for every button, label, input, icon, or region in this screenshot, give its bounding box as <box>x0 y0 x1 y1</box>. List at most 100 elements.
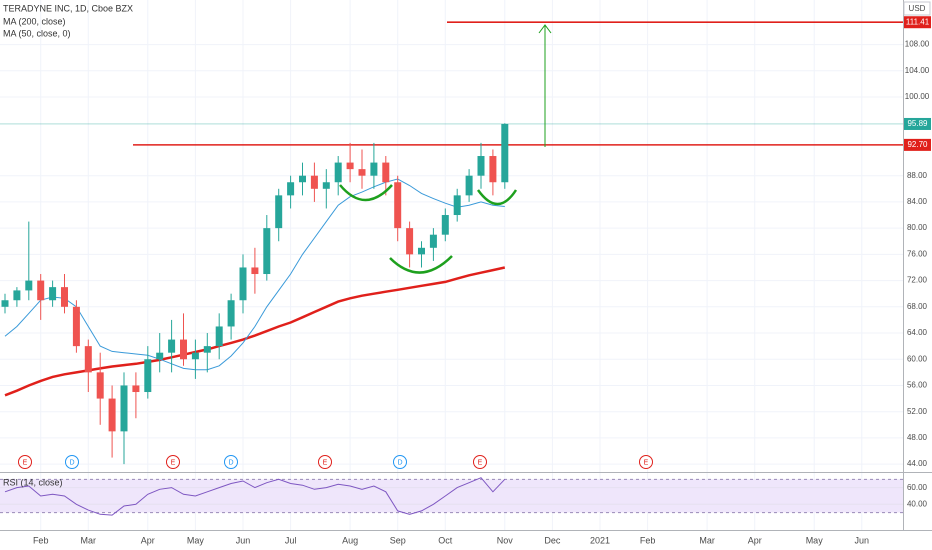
event-marker <box>65 455 79 469</box>
x-tick-label: Aug <box>342 535 358 545</box>
y-tick-label: 88.00 <box>907 171 928 180</box>
candle-body <box>406 228 414 255</box>
event-marker <box>318 455 332 469</box>
candle-body <box>358 169 366 176</box>
candle-body <box>84 346 92 373</box>
y-tick-label: 108.00 <box>905 40 930 49</box>
moving-average <box>4 178 505 371</box>
candle-body <box>287 182 295 196</box>
x-tick-label: Jun <box>236 535 251 545</box>
candle-body <box>299 175 306 183</box>
candle-body <box>394 182 402 229</box>
candle-body <box>203 346 211 353</box>
x-tick-label: Sep <box>390 535 406 545</box>
chart-title: TERADYNE INC, 1D, Cboe BZX <box>3 3 133 13</box>
overlay: Feb Mar Apr May Jun Jul Aug Sep Oct Nov Dec 2021 Feb… <box>18 16 931 545</box>
y-tick-label: 52.00 <box>907 407 928 416</box>
candle-body <box>132 385 140 393</box>
y-tick-label: 60.00 <box>907 483 928 492</box>
candle-body <box>382 162 390 183</box>
candle-body <box>25 280 33 291</box>
last-price-label: 95.89 <box>907 119 928 128</box>
cup-arc <box>389 255 453 274</box>
event-label: E <box>644 459 649 466</box>
y-tick-label: 60.00 <box>907 354 928 363</box>
candle-body <box>501 123 509 183</box>
candle-body <box>13 290 21 301</box>
currency: USD <box>909 4 926 13</box>
handle-arc <box>339 184 393 202</box>
event-label: E <box>23 459 28 466</box>
event-label: E <box>171 459 176 466</box>
candle-body <box>418 247 425 255</box>
y-tick-label: 100.00 <box>905 92 930 101</box>
x-tick-label: Feb <box>33 535 49 545</box>
rsi-line <box>4 477 506 516</box>
x-tick-label: May <box>806 535 824 545</box>
last-price-box <box>904 117 931 130</box>
event-label: D <box>397 459 402 466</box>
candle-body <box>477 156 485 176</box>
marks <box>0 21 903 516</box>
candle-body <box>465 175 473 196</box>
x-tick-label: Apr <box>748 535 762 545</box>
candle-body <box>346 162 354 170</box>
event-marker <box>18 455 32 469</box>
grid <box>0 0 903 530</box>
event-marker <box>166 455 180 469</box>
candle-body <box>263 228 271 275</box>
y-tick-label: 84.00 <box>907 197 928 206</box>
candle-body <box>215 326 223 347</box>
candle-body <box>168 339 176 353</box>
candle-body <box>156 352 164 360</box>
y-tick-label: 44.00 <box>907 459 928 468</box>
level-label: 111.41 <box>906 17 930 26</box>
y-tick-label: 76.00 <box>907 249 928 258</box>
candle-body <box>61 287 68 307</box>
candle-body <box>96 372 104 399</box>
x-tick-label: 2021 <box>590 535 610 545</box>
candle-body <box>441 215 449 235</box>
candle-body <box>453 195 461 216</box>
candle-body <box>251 267 259 275</box>
event-marker <box>639 455 653 469</box>
event-label: D <box>228 459 233 466</box>
candle-body <box>191 352 199 360</box>
candle-body <box>72 306 80 347</box>
y-tick-label: 40.00 <box>907 499 928 508</box>
y-tick-label: 48.00 <box>907 433 928 442</box>
currency-box <box>903 1 931 16</box>
y-tick-label: 80.00 <box>907 223 928 232</box>
handle-arc <box>476 189 518 206</box>
y-tick-label: 56.00 <box>907 381 928 390</box>
x-tick-label: Jun <box>855 535 870 545</box>
event-label: D <box>69 459 74 466</box>
candle-body <box>275 195 283 229</box>
x-tick-label: Jul <box>285 535 297 545</box>
x-tick-label: Mar <box>81 535 97 545</box>
candle-body <box>49 287 57 301</box>
legend-entry: MA (200, close) <box>3 16 66 26</box>
rsi-band <box>0 479 903 513</box>
level-label: 92.70 <box>907 140 928 149</box>
candle-body <box>322 182 330 189</box>
x-tick-label: Feb <box>640 535 656 545</box>
candle-body <box>108 398 116 432</box>
candle-body <box>239 267 247 301</box>
level-label-box <box>904 138 931 151</box>
rsi-title: RSI (14, close) <box>3 477 63 487</box>
x-tick-label: Apr <box>141 535 155 545</box>
candle-body <box>310 175 318 189</box>
x-tick-label: May <box>187 535 205 545</box>
candle-body <box>227 300 235 327</box>
event-label: E <box>478 459 483 466</box>
event-marker <box>393 455 407 469</box>
event-marker <box>224 455 238 469</box>
candle-body <box>429 234 437 248</box>
y-tick-label: 104.00 <box>905 66 930 75</box>
candle-body <box>37 280 45 301</box>
candle-body <box>370 162 378 176</box>
y-tick-label: 68.00 <box>907 302 928 311</box>
